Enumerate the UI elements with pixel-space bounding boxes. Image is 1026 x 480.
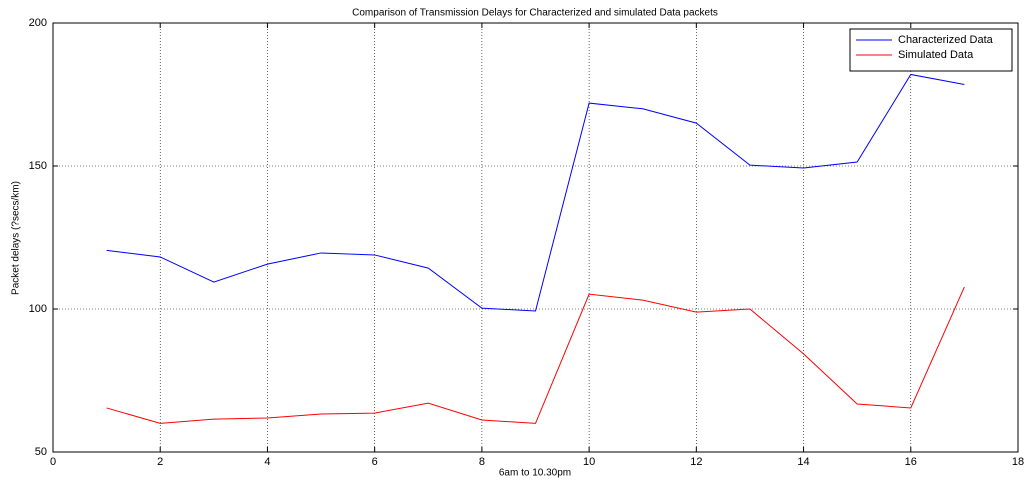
y-tick-label: 50 <box>35 446 47 458</box>
data-line <box>106 73 965 312</box>
y-tick-label: 100 <box>29 303 47 315</box>
y-axis-label: Packet delays (?secs/km) <box>11 181 22 295</box>
chart-title: Comparison of Transmission Delays for Ch… <box>352 8 718 19</box>
x-tick-label: 2 <box>157 456 163 468</box>
legend-box <box>849 28 1013 72</box>
x-tick-label: 0 <box>50 456 56 468</box>
y-tick-label: 150 <box>29 160 47 172</box>
x-tick-label: 14 <box>797 456 809 468</box>
x-tick-label: 18 <box>1012 456 1024 468</box>
x-tick-label: 12 <box>690 456 702 468</box>
legend-label: Simulated Data <box>898 49 974 61</box>
x-tick-label: 4 <box>264 456 270 468</box>
data-line <box>106 286 965 424</box>
plot-frame <box>52 22 1019 453</box>
legend-label: Characterized Data <box>898 34 994 46</box>
x-tick-label: 6 <box>372 456 378 468</box>
x-tick-label: 10 <box>583 456 595 468</box>
x-tick-label: 8 <box>479 456 485 468</box>
y-tick-label: 200 <box>29 17 47 29</box>
x-tick-label: 16 <box>905 456 917 468</box>
x-axis-label: 6am to 10.30pm <box>499 468 571 479</box>
